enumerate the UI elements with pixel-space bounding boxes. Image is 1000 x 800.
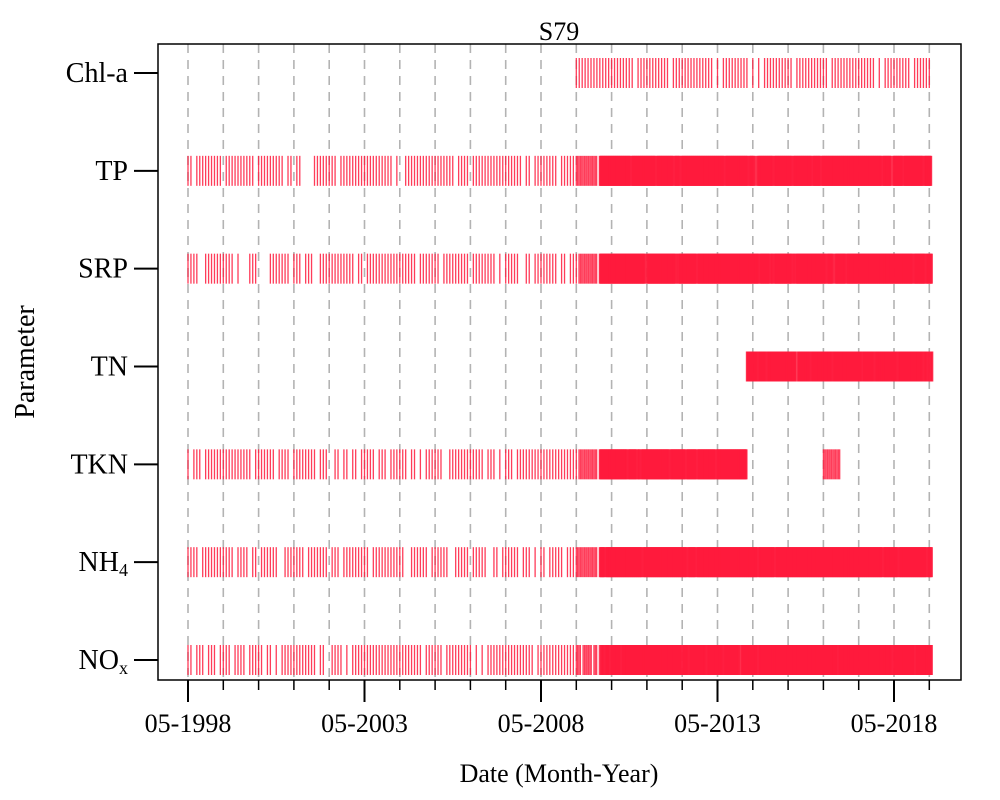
y-tick-label: NOx (79, 645, 128, 678)
x-tick-label: 05-2013 (674, 709, 761, 738)
x-tick-label: 05-2003 (321, 709, 408, 738)
series-nh4 (187, 547, 933, 578)
x-tick-label: 05-2008 (498, 709, 585, 738)
x-tick-label: 05-1998 (145, 709, 232, 738)
y-tick-label: TN (91, 352, 128, 383)
series-tn (745, 351, 934, 382)
y-tick-label: TP (95, 156, 128, 187)
y-tick-label: TKN (70, 449, 128, 480)
y-tick-label: NH4 (79, 547, 128, 580)
series-tp (187, 155, 933, 186)
series-tkn (187, 449, 841, 480)
data-marks (187, 58, 934, 675)
plot-frame (157, 43, 962, 681)
series-chl-a (575, 58, 930, 88)
y-tick-label: SRP (78, 254, 128, 285)
x-axis-label: Date (Month-Year) (460, 759, 659, 788)
y-tick-label: Chl-a (66, 58, 129, 89)
x-tick-label: 05-2018 (851, 709, 938, 738)
series-srp (187, 253, 933, 284)
axes: 05-1998 05-2003 05-2008 05-2013 05-2018 Chl-a… (66, 58, 938, 738)
chart-title: S79 (539, 17, 579, 46)
series-nox (187, 645, 933, 675)
y-axis-label: Parameter (10, 305, 41, 419)
